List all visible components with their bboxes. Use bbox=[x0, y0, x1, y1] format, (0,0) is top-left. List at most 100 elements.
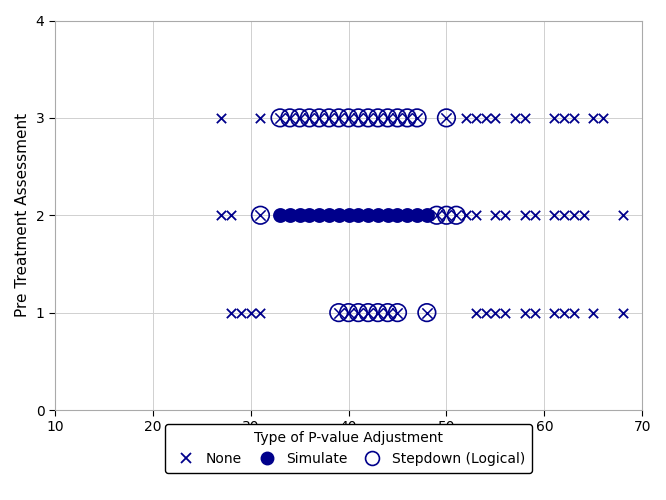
Point bbox=[617, 308, 628, 316]
Point bbox=[226, 211, 236, 219]
Point bbox=[343, 308, 354, 316]
Point bbox=[490, 114, 501, 122]
Point bbox=[519, 211, 530, 219]
Point bbox=[441, 211, 452, 219]
Point bbox=[392, 308, 403, 316]
Point bbox=[559, 308, 569, 316]
Point bbox=[461, 211, 472, 219]
Point bbox=[382, 114, 393, 122]
Point bbox=[324, 114, 334, 122]
Point bbox=[451, 211, 462, 219]
Point bbox=[392, 211, 403, 219]
Point bbox=[441, 114, 452, 122]
Point bbox=[255, 211, 266, 219]
Point bbox=[363, 308, 374, 316]
Point bbox=[255, 114, 266, 122]
Point bbox=[432, 211, 442, 219]
Point bbox=[441, 211, 452, 219]
Point bbox=[363, 114, 374, 122]
Point bbox=[588, 114, 599, 122]
Point bbox=[245, 308, 256, 316]
Point bbox=[353, 114, 364, 122]
Point bbox=[470, 114, 481, 122]
Point bbox=[422, 308, 432, 316]
Point bbox=[392, 114, 403, 122]
Point bbox=[343, 211, 354, 219]
Point bbox=[382, 114, 393, 122]
Point bbox=[255, 211, 266, 219]
Point bbox=[559, 114, 569, 122]
Point bbox=[432, 211, 442, 219]
Point bbox=[334, 114, 344, 122]
Point bbox=[334, 211, 344, 219]
Point bbox=[461, 114, 472, 122]
Point bbox=[353, 308, 364, 316]
Point bbox=[529, 308, 540, 316]
Point bbox=[451, 211, 462, 219]
Point bbox=[372, 114, 383, 122]
Point bbox=[372, 308, 383, 316]
Point bbox=[568, 114, 579, 122]
Point bbox=[363, 211, 374, 219]
Point bbox=[559, 211, 569, 219]
Point bbox=[588, 308, 599, 316]
Point bbox=[549, 211, 559, 219]
Point bbox=[304, 114, 315, 122]
Point bbox=[343, 308, 354, 316]
Point bbox=[412, 114, 422, 122]
Point bbox=[363, 308, 374, 316]
Point bbox=[549, 114, 559, 122]
Point bbox=[490, 308, 501, 316]
Point bbox=[519, 114, 530, 122]
Point bbox=[334, 308, 344, 316]
Point bbox=[372, 114, 383, 122]
Point bbox=[500, 308, 511, 316]
Point bbox=[334, 114, 344, 122]
Point bbox=[284, 114, 295, 122]
Point bbox=[216, 114, 226, 122]
Point bbox=[353, 308, 364, 316]
Point bbox=[519, 308, 530, 316]
Point bbox=[422, 211, 432, 219]
Point bbox=[382, 308, 393, 316]
Point bbox=[294, 211, 305, 219]
Point bbox=[529, 211, 540, 219]
Point bbox=[549, 308, 559, 316]
Point bbox=[509, 114, 520, 122]
Point bbox=[284, 211, 295, 219]
Point bbox=[314, 114, 324, 122]
Point bbox=[274, 211, 285, 219]
Point bbox=[226, 308, 236, 316]
Point bbox=[324, 114, 334, 122]
Point bbox=[372, 211, 383, 219]
Point bbox=[255, 308, 266, 316]
Point bbox=[274, 114, 285, 122]
Point bbox=[490, 211, 501, 219]
Point bbox=[372, 308, 383, 316]
Point bbox=[294, 114, 305, 122]
Point bbox=[392, 114, 403, 122]
Point bbox=[500, 211, 511, 219]
Point bbox=[304, 114, 315, 122]
Point bbox=[470, 211, 481, 219]
Point bbox=[568, 211, 579, 219]
Point bbox=[353, 114, 364, 122]
Legend: None, Simulate, Stepdown (Logical): None, Simulate, Stepdown (Logical) bbox=[165, 424, 532, 473]
Point bbox=[334, 308, 344, 316]
Point bbox=[304, 211, 315, 219]
Point bbox=[568, 308, 579, 316]
Point bbox=[441, 114, 452, 122]
Point bbox=[294, 114, 305, 122]
Point bbox=[392, 308, 403, 316]
Point bbox=[578, 211, 589, 219]
Point bbox=[402, 114, 413, 122]
Point bbox=[314, 114, 324, 122]
Point bbox=[314, 211, 324, 219]
Point bbox=[343, 114, 354, 122]
Point bbox=[412, 114, 422, 122]
Point bbox=[470, 308, 481, 316]
Point bbox=[274, 114, 285, 122]
Point bbox=[382, 211, 393, 219]
X-axis label: Age: Age bbox=[334, 440, 364, 455]
Point bbox=[422, 308, 432, 316]
